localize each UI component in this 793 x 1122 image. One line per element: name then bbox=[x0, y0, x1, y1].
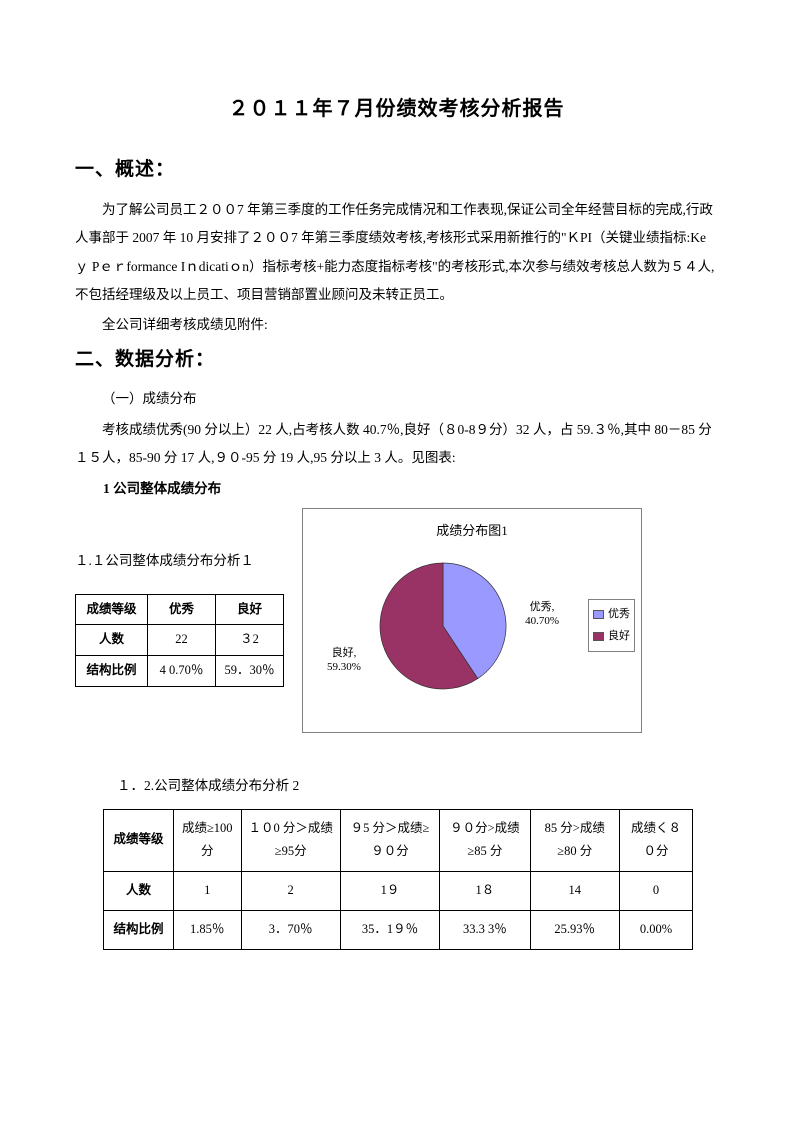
legend-item: 优秀 bbox=[593, 604, 630, 625]
score-table-1: 成绩等级 优秀 良好 人数 22 ３2 结构比例 4 0.70％ 59．30％ bbox=[75, 594, 284, 687]
table-cell: 结构比例 bbox=[76, 656, 148, 687]
table-row: 人数 22 ３2 bbox=[76, 625, 284, 656]
table-cell: 人数 bbox=[104, 872, 174, 911]
table-cell: 1.85％ bbox=[174, 910, 242, 949]
table-cell: 0 bbox=[620, 872, 693, 911]
table-cell: 25.93％ bbox=[530, 910, 620, 949]
pie-chart: 优秀,40.70% 良好,59.30% bbox=[373, 556, 513, 696]
table-header: 良好 bbox=[216, 594, 284, 625]
table-cell: 59．30％ bbox=[216, 656, 284, 687]
table-cell: 人数 bbox=[76, 625, 148, 656]
table-header: 成绩く８０分 bbox=[620, 809, 693, 872]
pie-chart-title: 成绩分布图1 bbox=[313, 519, 631, 544]
table-header: ９5 分＞成绩≥９０分 bbox=[340, 809, 439, 872]
table-header: 成绩≥100 分 bbox=[174, 809, 242, 872]
table-cell: 1９ bbox=[340, 872, 439, 911]
table-cell: 1 bbox=[174, 872, 242, 911]
pie-svg bbox=[373, 556, 513, 696]
table-cell: 结构比例 bbox=[104, 910, 174, 949]
section2-paragraph1: 考核成绩优秀(90 分以上）22 人,占考核人数 40.7％,良好（８0-8９分… bbox=[75, 416, 718, 473]
legend-swatch bbox=[593, 610, 604, 619]
table-cell: 4 0.70％ bbox=[148, 656, 216, 687]
table-header: 成绩等级 bbox=[104, 809, 174, 872]
section2-heading: 二、数据分析： bbox=[75, 342, 718, 378]
section2-sub-a: （一）成绩分布 bbox=[75, 386, 718, 412]
section1-heading: 一、概述： bbox=[75, 152, 718, 188]
table-header: ９０分>成绩≥85 分 bbox=[440, 809, 530, 872]
subheading-1-2: １．2.公司整体成绩分布分析 2 bbox=[117, 773, 718, 799]
table-cell: ３2 bbox=[216, 625, 284, 656]
table-cell: 14 bbox=[530, 872, 620, 911]
table-row: 结构比例 4 0.70％ 59．30％ bbox=[76, 656, 284, 687]
table-cell: 2 bbox=[241, 872, 340, 911]
section1-paragraph2: 全公司详细考核成绩见附件: bbox=[75, 311, 718, 339]
legend-item: 良好 bbox=[593, 626, 630, 647]
table-cell: 35．1９％ bbox=[340, 910, 439, 949]
pie-label-good: 良好,59.30% bbox=[327, 646, 361, 675]
table-cell: 1８ bbox=[440, 872, 530, 911]
bold-sub-1: 1 公司整体成绩分布 bbox=[103, 476, 718, 502]
document-title: ２０１１年７月份绩效考核分析报告 bbox=[75, 90, 718, 128]
table-row: 成绩等级 成绩≥100 分 １０0 分＞成绩≥95分 ９5 分＞成绩≥９０分 ９… bbox=[104, 809, 693, 872]
subheading-1-1: １.１公司整体成绩分布分析１ bbox=[75, 548, 284, 574]
pie-legend: 优秀 良好 bbox=[588, 599, 635, 652]
table-row: 结构比例 1.85％ 3．70％ 35．1９％ 33.3 3％ 25.93％ 0… bbox=[104, 910, 693, 949]
table-header: 优秀 bbox=[148, 594, 216, 625]
legend-label: 优秀 bbox=[608, 604, 630, 625]
legend-label: 良好 bbox=[608, 626, 630, 647]
table-header: 成绩等级 bbox=[76, 594, 148, 625]
pie-label-excellent: 优秀,40.70% bbox=[525, 600, 559, 629]
table-header: １０0 分＞成绩≥95分 bbox=[241, 809, 340, 872]
table-row: 成绩等级 优秀 良好 bbox=[76, 594, 284, 625]
table-cell: 33.3 3％ bbox=[440, 910, 530, 949]
table-row: 人数 1 2 1９ 1８ 14 0 bbox=[104, 872, 693, 911]
section1-paragraph1: 为了解公司员工２００7 年第三季度的工作任务完成情况和工作表现,保证公司全年经营… bbox=[75, 196, 718, 309]
pie-chart-box: 成绩分布图1 优秀,40.70% 良好,59.30% 优秀 良好 bbox=[302, 508, 642, 733]
table-header: 85 分>成绩≥80 分 bbox=[530, 809, 620, 872]
table-cell: 0.00% bbox=[620, 910, 693, 949]
table-cell: 22 bbox=[148, 625, 216, 656]
legend-swatch bbox=[593, 632, 604, 641]
table-cell: 3．70％ bbox=[241, 910, 340, 949]
score-table-2: 成绩等级 成绩≥100 分 １０0 分＞成绩≥95分 ９5 分＞成绩≥９０分 ９… bbox=[103, 809, 693, 950]
